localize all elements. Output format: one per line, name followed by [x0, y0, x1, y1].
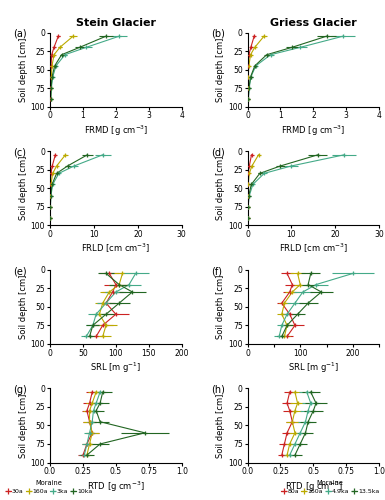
Y-axis label: Soil depth [cm]: Soil depth [cm] — [216, 274, 225, 339]
Y-axis label: Soil depth [cm]: Soil depth [cm] — [19, 393, 28, 458]
X-axis label: FRMD [g cm$^{-3}$]: FRMD [g cm$^{-3}$] — [84, 124, 148, 138]
Y-axis label: Soil depth [cm]: Soil depth [cm] — [216, 38, 225, 102]
X-axis label: RTD [g cm$^{-3}$]: RTD [g cm$^{-3}$] — [87, 479, 145, 494]
X-axis label: RTD [g cm$^{-3}$]: RTD [g cm$^{-3}$] — [285, 479, 342, 494]
X-axis label: FRLD [cm cm$^{-3}$]: FRLD [cm cm$^{-3}$] — [81, 242, 151, 255]
Y-axis label: Soil depth [cm]: Soil depth [cm] — [19, 274, 28, 339]
Text: (f): (f) — [211, 266, 222, 276]
X-axis label: FRLD [cm cm$^{-3}$]: FRLD [cm cm$^{-3}$] — [279, 242, 348, 255]
Y-axis label: Soil depth [cm]: Soil depth [cm] — [19, 156, 28, 220]
Text: (e): (e) — [13, 266, 27, 276]
Y-axis label: Soil depth [cm]: Soil depth [cm] — [216, 156, 225, 220]
Title: Stein Glacier: Stein Glacier — [76, 18, 156, 28]
Text: (c): (c) — [13, 148, 26, 158]
Text: (b): (b) — [211, 29, 224, 39]
Legend: 80a, 160a, 4.9ka, 13.5ka: 80a, 160a, 4.9ka, 13.5ka — [278, 478, 382, 497]
Legend: 30a, 160a, 3ka, 10ka: 30a, 160a, 3ka, 10ka — [3, 478, 95, 497]
X-axis label: FRMD [g cm$^{-3}$]: FRMD [g cm$^{-3}$] — [281, 124, 346, 138]
Text: (h): (h) — [211, 384, 224, 394]
Title: Griess Glacier: Griess Glacier — [270, 18, 357, 28]
X-axis label: SRL [m g$^{-1}$]: SRL [m g$^{-1}$] — [90, 360, 142, 375]
Text: (g): (g) — [13, 384, 27, 394]
Text: (d): (d) — [211, 148, 224, 158]
Y-axis label: Soil depth [cm]: Soil depth [cm] — [216, 393, 225, 458]
X-axis label: SRL [m g$^{-1}$]: SRL [m g$^{-1}$] — [288, 360, 339, 375]
Text: (a): (a) — [13, 29, 27, 39]
Y-axis label: Soil depth [cm]: Soil depth [cm] — [19, 38, 28, 102]
